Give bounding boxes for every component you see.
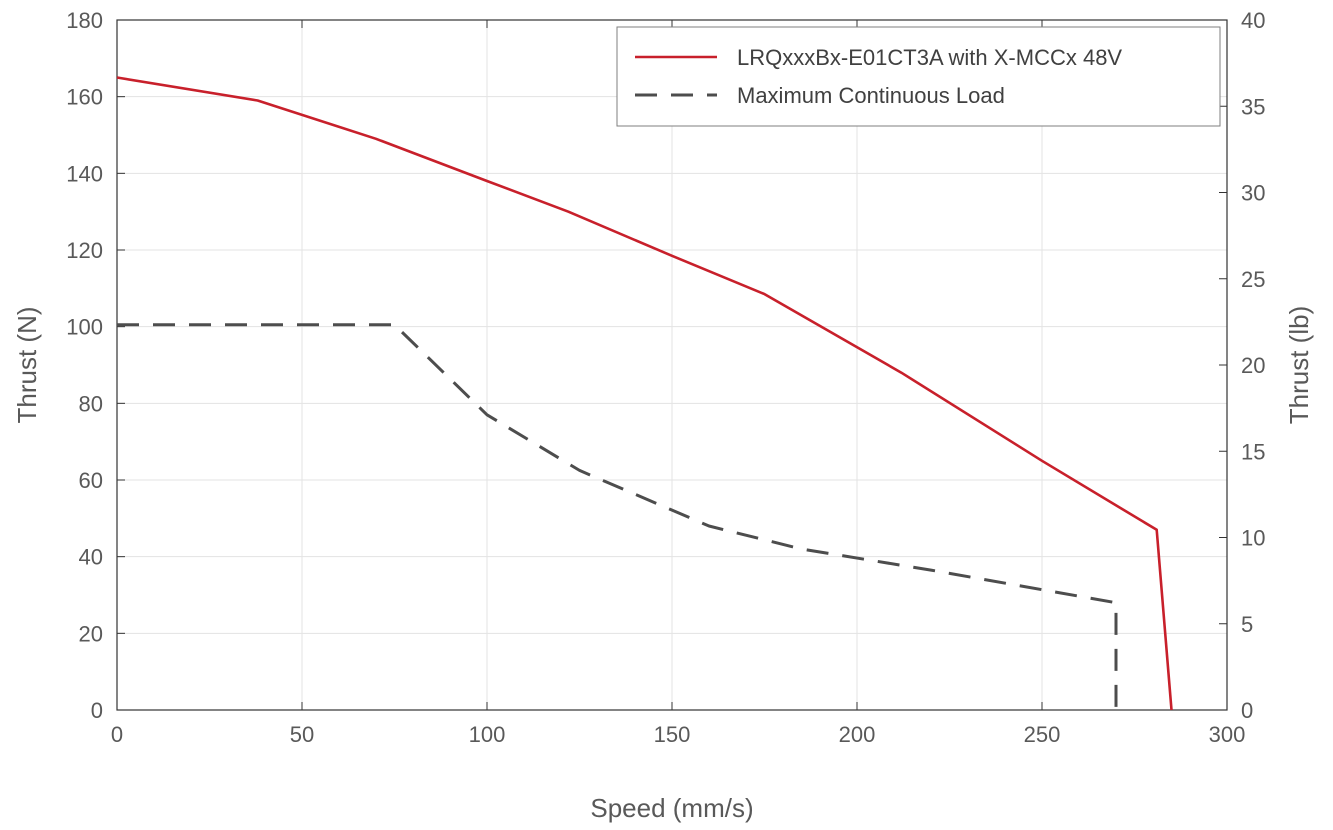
y-tick-label-left: 20 — [79, 621, 103, 646]
y-axis-label-right: Thrust (lb) — [1284, 306, 1314, 424]
y-tick-label-right: 0 — [1241, 698, 1253, 723]
x-tick-label: 0 — [111, 722, 123, 747]
y-tick-label-right: 25 — [1241, 267, 1265, 292]
y-tick-label-left: 60 — [79, 468, 103, 493]
legend-entry-dashed-line: Maximum Continuous Load — [737, 83, 1005, 108]
y-tick-label-left: 160 — [66, 85, 103, 110]
y-tick-label-left: 100 — [66, 315, 103, 340]
x-tick-label: 50 — [290, 722, 314, 747]
legend-entry-red-line: LRQxxxBx-E01CT3A with X-MCCx 48V — [737, 45, 1122, 70]
x-tick-label: 300 — [1209, 722, 1246, 747]
y-tick-label-right: 35 — [1241, 94, 1265, 119]
y-axis-label-left: Thrust (N) — [12, 307, 42, 424]
y-tick-label-right: 10 — [1241, 526, 1265, 551]
y-tick-label-left: 120 — [66, 238, 103, 263]
y-tick-label-left: 180 — [66, 8, 103, 33]
y-tick-label-left: 140 — [66, 161, 103, 186]
y-tick-label-right: 30 — [1241, 181, 1265, 206]
x-axis-label: Speed (mm/s) — [590, 793, 753, 823]
legend-box — [616, 26, 1221, 127]
y-tick-label-left: 40 — [79, 545, 103, 570]
legend: LRQxxxBx-E01CT3A with X-MCCx 48V Maximum… — [616, 26, 1221, 127]
y-tick-label-right: 20 — [1241, 353, 1265, 378]
x-tick-label: 100 — [469, 722, 506, 747]
series-line-thrust-curve — [116, 76, 1173, 711]
y-tick-label-right: 40 — [1241, 8, 1265, 33]
axis-ticks: 0 50 100 150 200 250 3000204060801001201401601… — [66, 8, 1265, 747]
x-tick-label: 200 — [839, 722, 876, 747]
x-tick-label: 250 — [1024, 722, 1061, 747]
x-tick-label: 150 — [654, 722, 691, 747]
y-tick-label-right: 15 — [1241, 439, 1265, 464]
series-group — [116, 76, 1173, 711]
y-tick-label-left: 0 — [91, 698, 103, 723]
y-tick-label-right: 5 — [1241, 612, 1253, 637]
y-tick-label-left: 80 — [79, 391, 103, 416]
series-line-max-continuous-load — [117, 323, 1118, 710]
